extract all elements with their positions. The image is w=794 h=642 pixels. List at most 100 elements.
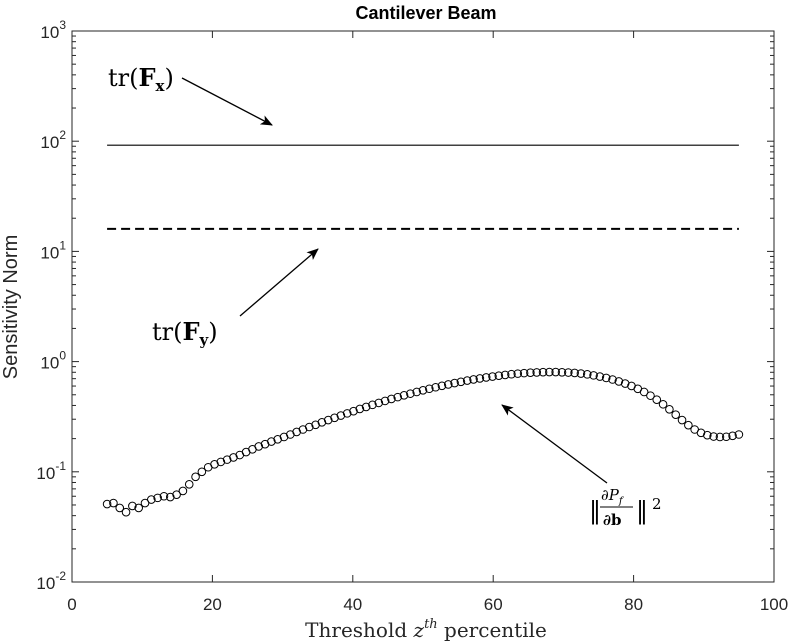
data-point <box>355 404 365 414</box>
data-point <box>393 392 403 402</box>
data-point <box>361 402 371 412</box>
data-point <box>608 375 617 384</box>
data-point <box>172 490 181 499</box>
data-point <box>671 410 681 419</box>
data-point <box>115 503 125 513</box>
annotation-grad-label: ‖ ∂Pf ∂b ‖ 2 <box>589 486 662 529</box>
data-point <box>153 493 162 503</box>
data-point <box>696 428 706 438</box>
data-point <box>147 495 156 504</box>
annotation-grad-exponent: 2 <box>652 495 662 513</box>
annotation-grad-num-main: ∂P <box>601 486 620 504</box>
data-point <box>462 376 472 385</box>
data-point <box>469 375 478 384</box>
data-point <box>406 389 415 398</box>
plot-background <box>72 31 774 582</box>
data-point <box>652 395 662 405</box>
data-point <box>639 387 649 397</box>
annotation-grad-numerator: ∂Pf <box>601 486 625 507</box>
data-point <box>595 372 605 381</box>
data-point <box>304 422 314 432</box>
data-point <box>443 380 453 389</box>
data-point <box>267 437 276 446</box>
data-point <box>229 453 238 462</box>
chart-title: Cantilever Beam <box>355 3 496 23</box>
data-point <box>210 459 219 469</box>
data-point <box>721 432 731 442</box>
data-point <box>323 415 333 425</box>
annotation-grad-right-bars: ‖ <box>636 497 648 526</box>
x-axis-label-suffix: percentile <box>438 618 547 642</box>
data-point <box>387 394 396 404</box>
data-point <box>450 378 459 388</box>
x-axis-label: Threshold zth percentile <box>305 617 547 642</box>
data-point <box>601 373 611 383</box>
data-point <box>437 381 447 391</box>
data-point <box>494 371 504 380</box>
data-point <box>368 400 377 410</box>
data-point <box>431 382 440 392</box>
data-point <box>191 472 200 482</box>
x-axis-ticks: 0 20 40 60 80 100 <box>67 31 788 614</box>
data-point <box>519 368 529 378</box>
y-tick-label: 101 <box>40 238 66 262</box>
data-point <box>658 399 668 409</box>
x-tick-label: 20 <box>203 595 222 614</box>
data-point <box>614 377 624 386</box>
data-point <box>374 398 384 408</box>
data-point <box>734 430 744 439</box>
data-point <box>418 385 428 395</box>
annotation-fx-arrow <box>181 77 273 126</box>
annotation-fy-label: tr(Fy) <box>152 317 218 349</box>
y-axis-ticks: 10-2 10-1 100 101 102 103 <box>36 18 774 593</box>
annotation-fx-bold: F <box>138 63 155 92</box>
annotation-fx-func: tr( <box>108 64 138 92</box>
data-point <box>330 413 339 423</box>
data-point <box>273 435 282 444</box>
data-point <box>507 369 516 379</box>
annotation-grad-left-bars: ‖ <box>589 497 601 526</box>
data-point <box>709 432 718 441</box>
data-point <box>425 384 434 394</box>
data-point <box>646 391 655 400</box>
data-point <box>254 442 264 451</box>
data-point <box>399 391 409 400</box>
y-tick-label: 10-2 <box>36 569 66 593</box>
data-point <box>488 372 497 381</box>
data-point <box>412 387 421 397</box>
annotation-fy-bold: F <box>182 317 199 346</box>
data-point <box>197 467 207 477</box>
data-point <box>513 369 523 378</box>
series-layer <box>102 144 744 517</box>
y-tick-label: 100 <box>40 349 66 373</box>
y-tick-label: 10-1 <box>36 459 66 483</box>
data-point <box>317 418 327 427</box>
data-point <box>551 367 560 377</box>
annotation-grad-num-sub: f <box>618 496 625 507</box>
x-tick-label: 40 <box>343 595 362 614</box>
data-point <box>620 379 630 388</box>
data-point <box>222 455 232 464</box>
data-point <box>349 406 358 416</box>
x-axis-label-sup: th <box>424 617 438 632</box>
annotation-fy-func: tr( <box>152 318 182 346</box>
axes-box <box>71 30 775 583</box>
annotation-grad-arrow <box>501 404 608 484</box>
data-point <box>538 367 548 377</box>
x-tick-label: 0 <box>67 595 76 614</box>
x-axis-label-var: z <box>413 618 425 642</box>
data-point <box>475 374 485 383</box>
data-point <box>665 405 674 414</box>
data-point <box>102 499 112 509</box>
y-axis-label: Sensitivity Norm <box>0 235 22 379</box>
data-point <box>178 486 188 496</box>
data-point <box>677 415 687 425</box>
data-point <box>576 369 586 378</box>
data-point <box>134 503 143 513</box>
data-point <box>336 411 346 420</box>
data-point <box>557 367 567 377</box>
x-axis-label-prefix: Threshold <box>305 618 413 642</box>
data-point <box>216 457 226 467</box>
x-tick-label: 60 <box>484 595 503 614</box>
